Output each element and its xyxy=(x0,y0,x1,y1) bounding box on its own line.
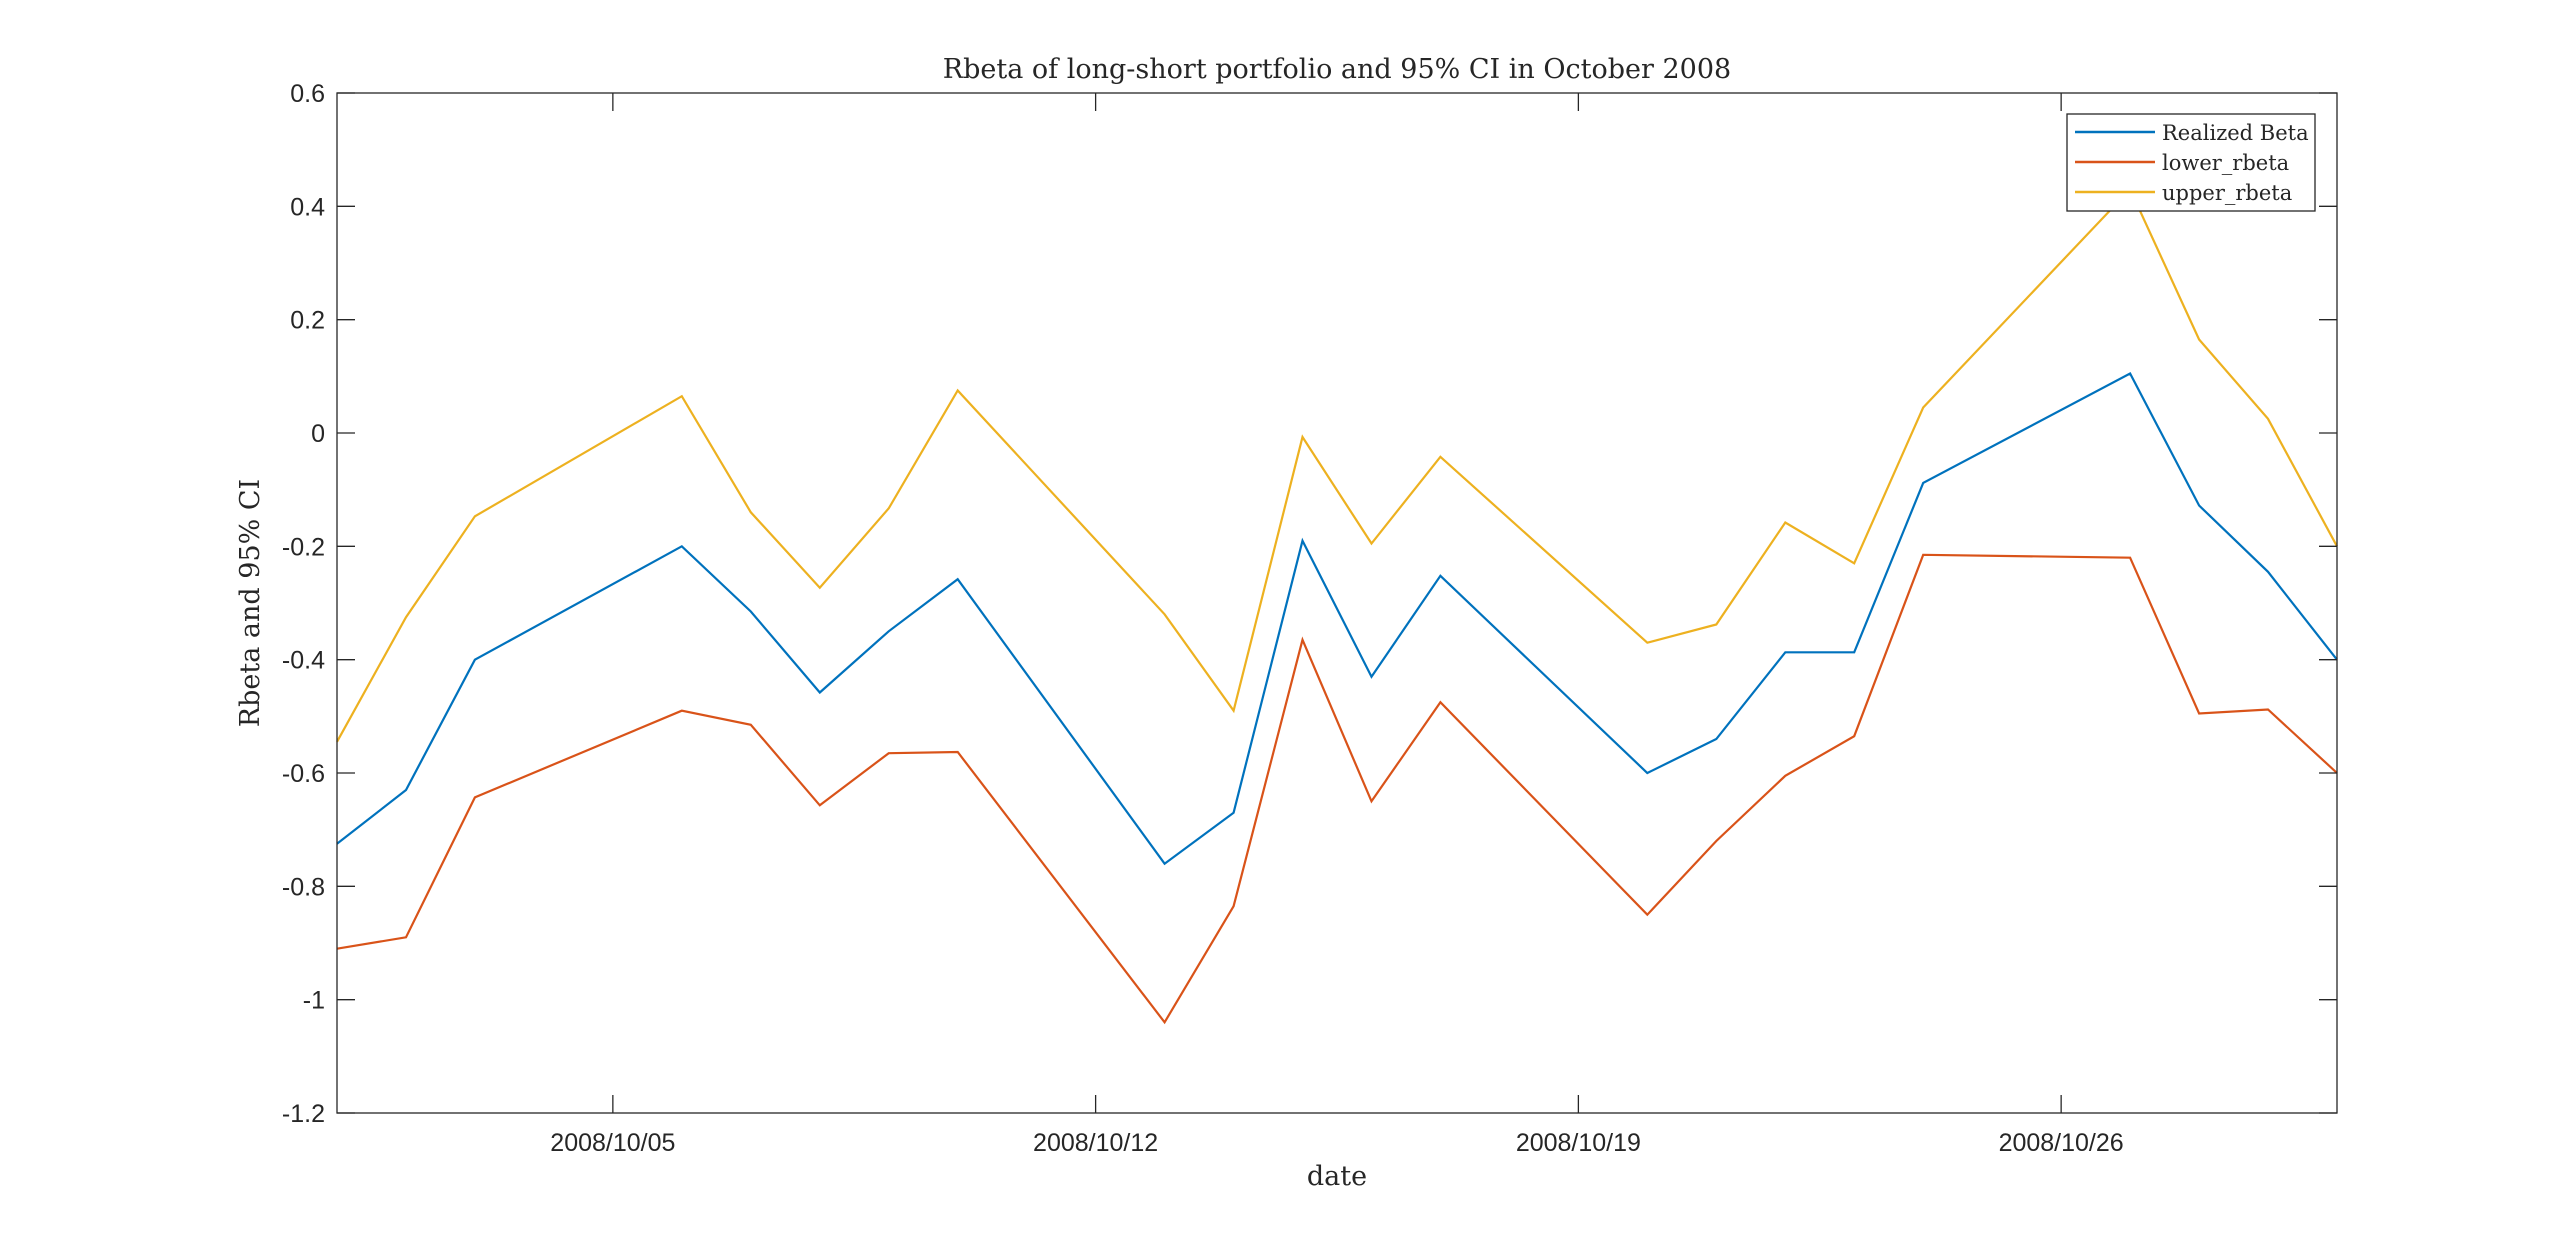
y-tick-label: 0 xyxy=(311,420,325,448)
y-tick-label: 0.2 xyxy=(290,307,325,335)
x-tick-label: 2008/10/05 xyxy=(550,1129,675,1157)
y-tick-label: -1.2 xyxy=(282,1100,325,1128)
series-line-lower-rbeta xyxy=(336,553,2338,1025)
plot-area xyxy=(337,93,2337,1113)
series-line-realized-beta xyxy=(336,372,2338,866)
y-tick-label: 0.6 xyxy=(290,80,325,108)
y-tick-label: -0.8 xyxy=(282,873,325,901)
x-axis-label: date xyxy=(1307,1161,1367,1192)
y-tick-label: -0.4 xyxy=(282,647,325,675)
y-tick-label: 0.4 xyxy=(290,193,325,221)
y-axis-label: Rbeta and 95% CI xyxy=(235,479,266,727)
x-tick-label: 2008/10/12 xyxy=(1033,1129,1158,1157)
y-tick-label: -1 xyxy=(303,987,325,1015)
series-line-upper-rbeta xyxy=(336,187,2338,743)
y-tick-label: -0.2 xyxy=(282,533,325,561)
tick-layer: -1.2 -1 -0.8 -0.6 -0.4 -0.2 0 0.2 0.4 0.6 2008/10/… xyxy=(282,80,2337,1157)
x-tick-label: 2008/10/19 xyxy=(1516,1129,1641,1157)
chart-title: Rbeta of long-short portfolio and 95% CI… xyxy=(943,54,1731,85)
legend-label-realized-beta: Realized Beta xyxy=(2162,121,2309,145)
x-tick-label: 2008/10/26 xyxy=(1999,1129,2124,1157)
series-layer xyxy=(336,187,2338,1025)
legend-label-upper-rbeta: upper_rbeta xyxy=(2162,181,2292,205)
y-tick-label: -0.6 xyxy=(282,760,325,788)
legend: Realized Beta lower_rbeta upper_rbeta xyxy=(2066,113,2316,212)
legend-label-lower-rbeta: lower_rbeta xyxy=(2162,151,2289,175)
plot-frame xyxy=(336,92,2338,1114)
